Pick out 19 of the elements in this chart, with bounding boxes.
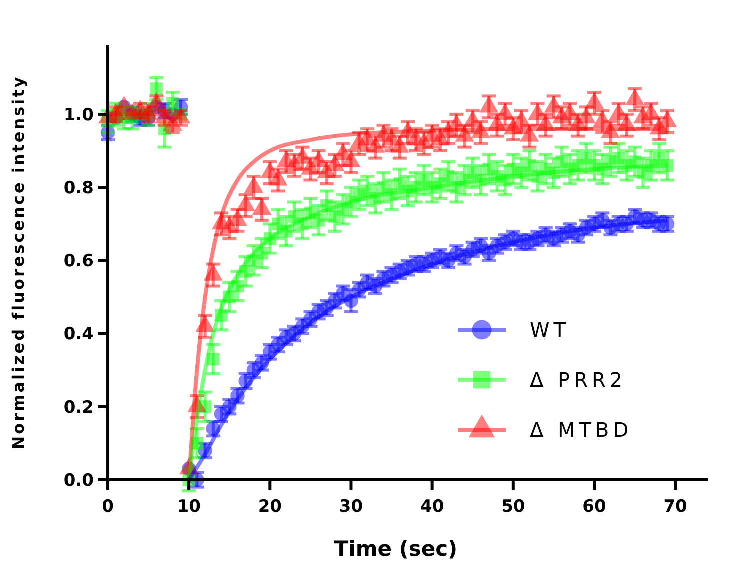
x-tick-label: 30 bbox=[339, 497, 364, 517]
legend-label: Δ PRR2 bbox=[530, 368, 627, 392]
y-tick-label: 0.8 bbox=[64, 178, 94, 199]
y-tick-label: 1.0 bbox=[64, 105, 94, 126]
x-tick-label: 0 bbox=[102, 497, 114, 517]
y-tick-label: 0.2 bbox=[64, 398, 94, 418]
y-tick-label: 0.0 bbox=[64, 470, 94, 491]
y-tick-label: 0.6 bbox=[64, 252, 94, 272]
x-tick-label: 40 bbox=[420, 497, 444, 517]
legend-label: WT bbox=[530, 318, 570, 342]
x-axis-title: Time (sec) bbox=[334, 537, 458, 561]
x-tick-label: 70 bbox=[664, 497, 688, 517]
y-axis-title: Normalized fluorescence intensity bbox=[9, 75, 28, 450]
x-tick-label: 20 bbox=[258, 497, 282, 517]
x-tick-label: 50 bbox=[502, 497, 526, 517]
x-tick-label: 60 bbox=[582, 497, 606, 517]
x-tick-label: 10 bbox=[177, 497, 202, 517]
y-tick-label: 0.4 bbox=[64, 324, 94, 345]
legend-label: Δ MTBD bbox=[530, 418, 633, 442]
